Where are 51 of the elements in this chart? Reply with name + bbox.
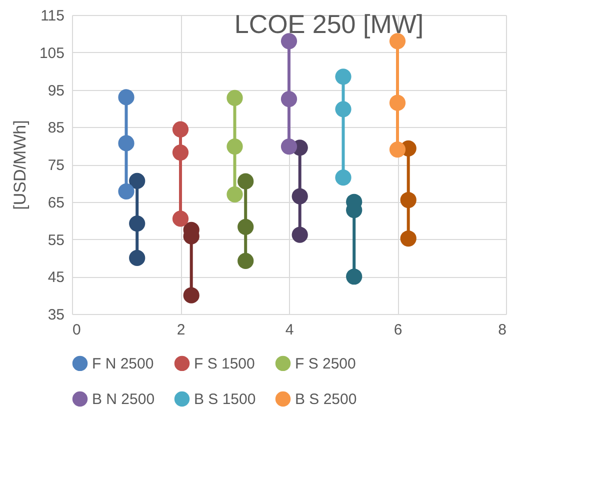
point bbox=[238, 252, 254, 269]
point bbox=[389, 94, 406, 111]
point bbox=[129, 172, 146, 189]
point bbox=[183, 287, 200, 304]
y-tick-label: 75 bbox=[48, 157, 64, 174]
point bbox=[129, 250, 146, 266]
point bbox=[129, 216, 146, 232]
point bbox=[226, 138, 243, 155]
x-tick-label: 8 bbox=[498, 322, 506, 338]
legend-label: F S 1500 bbox=[194, 355, 255, 372]
point bbox=[346, 268, 362, 285]
legend-label: B S 2500 bbox=[295, 391, 357, 408]
point bbox=[226, 90, 243, 106]
x-tick-label: 2 bbox=[176, 322, 186, 338]
legend-label: B S 1500 bbox=[194, 391, 256, 408]
y-tick-label: 95 bbox=[48, 82, 64, 100]
point bbox=[400, 230, 416, 247]
y-tick-label: 115 bbox=[40, 8, 64, 24]
y-tick-label: 105 bbox=[39, 44, 64, 62]
point bbox=[335, 101, 352, 118]
legend-label: B N 2500 bbox=[92, 391, 155, 408]
point bbox=[400, 192, 416, 208]
point bbox=[238, 218, 254, 235]
point bbox=[118, 183, 134, 200]
y-tick-label: 55 bbox=[48, 232, 64, 249]
point bbox=[172, 121, 189, 138]
point bbox=[118, 135, 134, 152]
legend-label: F N 2500 bbox=[92, 355, 154, 372]
point bbox=[280, 91, 298, 108]
point bbox=[226, 186, 243, 202]
point bbox=[389, 142, 406, 158]
point bbox=[280, 33, 298, 50]
point bbox=[280, 138, 298, 155]
x-tick-label: 6 bbox=[394, 322, 402, 338]
point bbox=[335, 170, 352, 186]
point bbox=[292, 226, 308, 243]
y-tick-label: 85 bbox=[48, 120, 64, 137]
point bbox=[335, 68, 352, 85]
legend-label: F S 2500 bbox=[295, 355, 356, 372]
y-axis-title: [USD/MWh] bbox=[10, 120, 30, 210]
y-tick-label: 35 bbox=[48, 306, 64, 324]
y-tick-label: 45 bbox=[48, 269, 64, 286]
point bbox=[118, 89, 134, 106]
chart-title: LCOE 250 [MW] bbox=[234, 9, 424, 39]
point bbox=[292, 188, 308, 204]
point bbox=[238, 173, 254, 190]
x-tick-label: 0 bbox=[72, 322, 81, 338]
point bbox=[172, 144, 189, 161]
x-tick-label: 4 bbox=[285, 322, 294, 338]
point bbox=[172, 210, 189, 227]
y-tick-label: 65 bbox=[48, 194, 64, 212]
